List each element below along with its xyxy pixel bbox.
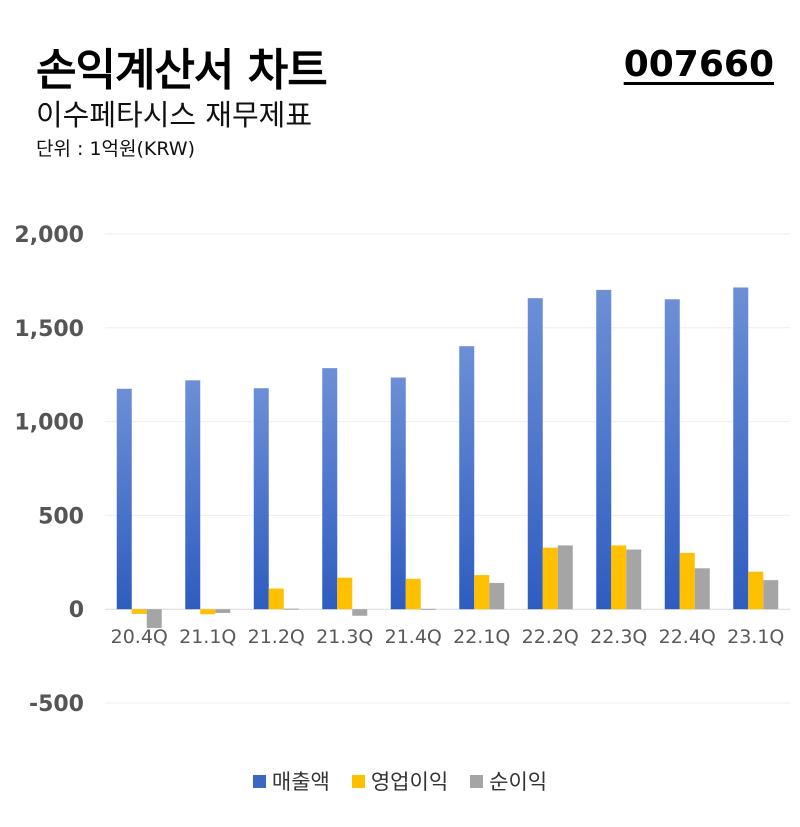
legend-swatch-net — [470, 774, 484, 788]
legend-swatch-operating — [351, 774, 365, 788]
bar-revenue — [253, 388, 269, 610]
bar-operating-profit — [611, 545, 627, 610]
y-tick-label: -500 — [29, 692, 84, 717]
bar-net-income — [557, 545, 573, 610]
chart-title: 손익계산서 차트 — [36, 45, 328, 96]
bar-net-income — [215, 609, 231, 613]
bar-operating-profit — [748, 571, 764, 610]
x-tick-label: 21.3Q — [316, 626, 373, 648]
x-tick-label: 20.4Q — [111, 626, 168, 648]
bar-net-income — [146, 609, 162, 628]
bar-net-income — [489, 582, 505, 610]
y-axis: 2,000 1,500 1,000 500 0 -500 — [14, 223, 84, 717]
legend: 매출액 영업이익 순이익 — [0, 766, 800, 796]
x-tick-label: 21.2Q — [248, 626, 305, 648]
bar-net-income — [283, 608, 299, 610]
bar-revenue — [185, 380, 201, 610]
bar-operating-profit — [268, 588, 284, 610]
legend-label: 영업이익 — [370, 770, 449, 794]
legend-item-revenue[interactable]: 매출액 — [252, 766, 330, 796]
bar-operating-profit — [131, 609, 147, 614]
bar-revenue — [322, 368, 338, 610]
bar-revenue — [596, 289, 612, 610]
x-tick-label: 22.4Q — [659, 626, 716, 648]
y-tick-label: 0 — [69, 598, 84, 623]
stock-code-link[interactable]: 007660 — [623, 44, 774, 85]
y-tick-label: 1,500 — [14, 317, 84, 342]
x-axis: 20.4Q 21.1Q 21.2Q 21.3Q 21.4Q 22.1Q 22.2Q 22.3Q… — [111, 626, 785, 648]
bar-net-income — [420, 608, 436, 610]
bar-revenue — [116, 388, 132, 610]
y-tick-label: 1,000 — [14, 411, 84, 436]
bars — [116, 287, 779, 628]
legend-label: 순이익 — [489, 770, 548, 794]
bar-net-income — [763, 580, 779, 610]
y-tick-label: 500 — [38, 504, 84, 529]
x-tick-label: 21.4Q — [385, 626, 442, 648]
bar-operating-profit — [542, 547, 558, 610]
bar-net-income — [352, 609, 368, 616]
legend-item-operating[interactable]: 영업이익 — [351, 766, 449, 796]
legend-swatch-revenue — [252, 774, 266, 788]
bar-revenue — [527, 298, 543, 610]
bar-revenue — [733, 287, 749, 610]
bar-operating-profit — [200, 609, 216, 615]
bar-revenue — [664, 299, 680, 610]
bar-revenue — [459, 346, 475, 610]
bar-operating-profit — [337, 577, 353, 610]
bar-operating-profit — [474, 575, 490, 610]
x-tick-label: 23.1Q — [727, 626, 784, 648]
legend-label: 매출액 — [271, 770, 330, 794]
unit-label: 단위 : 1억원(KRW) — [36, 138, 195, 160]
bar-net-income — [694, 568, 710, 610]
x-tick-label: 22.2Q — [522, 626, 579, 648]
x-tick-label: 22.3Q — [590, 626, 647, 648]
bar-operating-profit — [405, 578, 421, 610]
x-tick-label: 22.1Q — [453, 626, 510, 648]
bar-operating-profit — [679, 552, 695, 610]
x-tick-label: 21.1Q — [179, 626, 236, 648]
y-tick-label: 2,000 — [14, 223, 84, 248]
chart-subtitle: 이수페타시스 재무제표 — [36, 98, 313, 132]
bar-revenue — [390, 377, 406, 610]
legend-item-net[interactable]: 순이익 — [470, 766, 547, 796]
bar-net-income — [626, 549, 642, 610]
